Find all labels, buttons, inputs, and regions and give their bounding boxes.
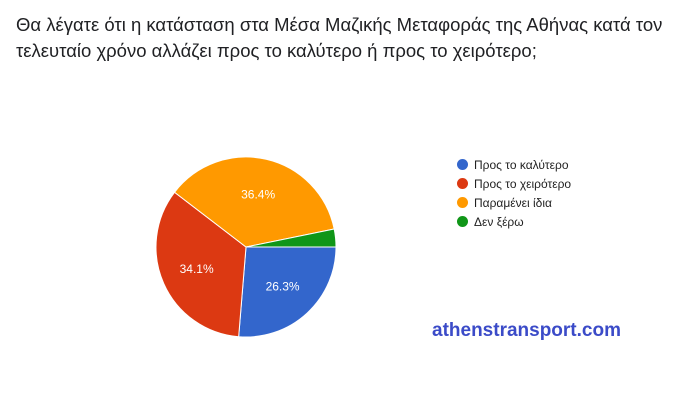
legend-label: Προς το χειρότερο	[474, 176, 572, 191]
pie-slice	[238, 246, 337, 338]
question-title: Θα λέγατε ότι η κατάσταση στα Μέσα Μαζικ…	[16, 14, 663, 61]
legend-item: Δεν ξέρω	[457, 212, 571, 231]
pie-slice	[155, 191, 247, 338]
slice-data-label: 36.4%	[241, 187, 275, 201]
legend: Προς το καλύτερο Προς το χειρότερο Παραμ…	[457, 155, 571, 231]
legend-label: Δεν ξέρω	[474, 214, 524, 229]
legend-label: Προς το καλύτερο	[474, 157, 569, 172]
legend-marker	[457, 216, 468, 227]
legend-marker	[457, 197, 468, 208]
pie-slice	[173, 156, 335, 248]
pie-slice	[245, 228, 337, 248]
slice-data-label: 26.3%	[266, 280, 300, 294]
legend-item: Παραμένει ίδια	[457, 193, 571, 212]
legend-label: Παραμένει ίδια	[474, 195, 552, 210]
legend-item: Προς το καλύτερο	[457, 155, 571, 174]
legend-item: Προς το χειρότερο	[457, 174, 571, 193]
legend-marker	[457, 178, 468, 189]
slice-data-label: 34.1%	[180, 262, 214, 276]
legend-marker	[457, 159, 468, 170]
watermark: athenstransport.com	[432, 320, 621, 341]
